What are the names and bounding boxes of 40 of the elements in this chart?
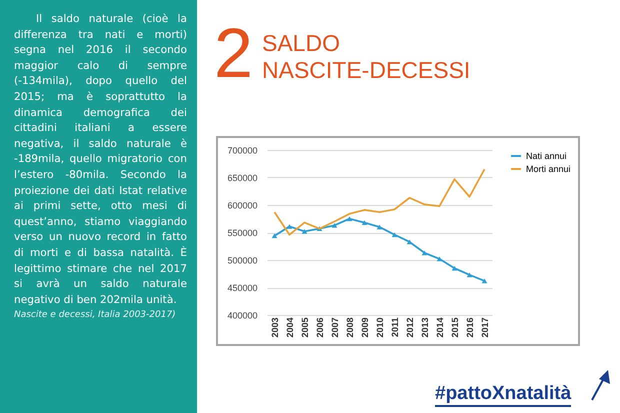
text: Nascite e decessi, Italia 2003-2017) [14, 310, 177, 320]
x-tick-label: 2009 [360, 318, 370, 338]
y-tick-label: 700000 [227, 146, 258, 156]
point [346, 216, 352, 222]
point [452, 266, 458, 271]
x-tick-label: 2017 [480, 318, 490, 338]
text: 2 [214, 14, 253, 92]
line-series [274, 168, 486, 236]
y-tick-label: 450000 [227, 283, 258, 293]
x-tick-label: 2003 [270, 318, 280, 338]
y-tick-label: 650000 [227, 173, 258, 183]
point [302, 229, 308, 234]
x-tick-label: 2006 [315, 318, 325, 338]
y-tick-label: 600000 [227, 200, 258, 210]
x-tick-label: 2012 [405, 318, 415, 338]
legend-label: Morti annui [526, 164, 571, 174]
point [362, 220, 368, 225]
point [482, 278, 488, 284]
point [272, 233, 278, 238]
x-tick-label: 2014 [435, 318, 445, 338]
x-tick-label: 2016 [465, 318, 475, 338]
x-tick-label: 2007 [330, 318, 340, 338]
y-tick-label: 400000 [227, 310, 258, 320]
text: Il saldo naturale (cioè la differenza tra nati e morti) segna nel 2016 il secondo maggior calo di sempre (-134mila), dopo quello del 2015; ma è soprattutto la dinamica demografica dei cittadini italiani a essere negativa, il saldo naturale è -189mila, quello migratorio con l’estero -80mila. Secondo la proiezione dei dati Istat relative ai primi sette, otto mesi di quest’anno, stiamo viaggiando verso un nuovo record in fatto di morti e di bassa natalità. È legittimo stimare che nel 2017 si avrà un saldo naturale negativo di ben 202mila unità. [14, 13, 187, 306]
point [376, 224, 382, 230]
x-tick-label: 2013 [420, 318, 430, 338]
legend-label: Nati annui [526, 151, 567, 161]
text: #pattoXnatalità [435, 383, 572, 407]
x-tick-label: 2005 [300, 318, 310, 338]
point [286, 224, 292, 229]
x-tick-label: 2010 [375, 318, 385, 338]
x-tick-label: 2011 [390, 318, 400, 338]
point [392, 232, 398, 238]
point [436, 256, 442, 262]
y-tick-label: 550000 [227, 228, 258, 238]
x-tick-label: 2008 [345, 318, 355, 338]
chart-title: SALDO NASCITE-DECESSI [262, 30, 470, 83]
y-tick-label: 500000 [227, 256, 258, 266]
x-tick-label: 2004 [285, 318, 295, 338]
x-tick-label: 2015 [450, 318, 460, 338]
